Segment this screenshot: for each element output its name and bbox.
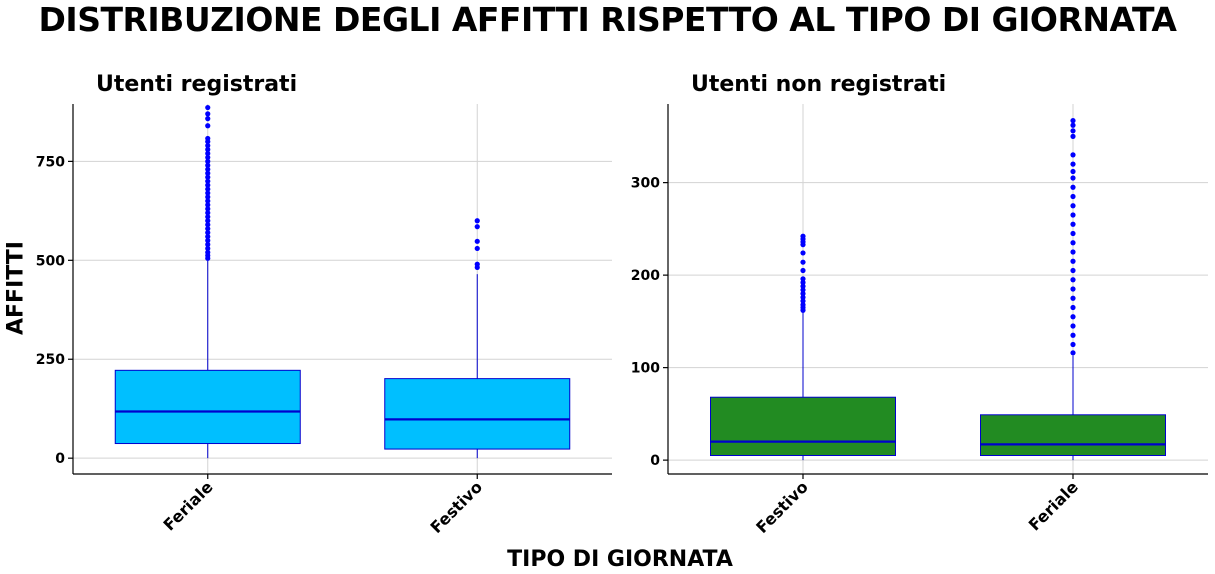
y-tick-label: 500 — [36, 253, 65, 269]
outlier-point — [205, 174, 211, 180]
outlier-point — [1070, 152, 1076, 158]
outlier-point — [800, 298, 806, 304]
outlier-point — [205, 182, 211, 188]
outlier-point — [1070, 128, 1076, 134]
outlier-point — [1070, 249, 1076, 255]
outlier-point — [205, 111, 211, 117]
outlier-point — [205, 210, 211, 216]
outlier-point — [474, 218, 480, 224]
outlier-point — [800, 287, 806, 293]
outlier-point — [1070, 184, 1076, 190]
outlier-point — [205, 222, 211, 228]
outlier-point — [1070, 277, 1076, 283]
outlier-point — [1070, 286, 1076, 292]
box-feriale-non-registrati — [980, 414, 1166, 456]
outlier-point — [205, 194, 211, 200]
outlier-point — [205, 198, 211, 204]
box-feriale-registrati — [114, 369, 301, 445]
outlier-point — [205, 166, 211, 172]
x-tick-label-feriale: Feriale — [160, 477, 217, 534]
box-festivo-non-registrati — [710, 396, 896, 457]
box-festivo-registrati — [384, 378, 571, 450]
outlier-point — [800, 233, 806, 239]
outlier-point — [1070, 230, 1076, 237]
outlier-point — [800, 259, 806, 265]
outlier-point — [1070, 295, 1076, 301]
x-tick-label-festivo: Festivo — [752, 477, 812, 537]
outlier-point — [800, 276, 806, 282]
outlier-point — [800, 302, 806, 308]
outlier-point — [205, 158, 211, 164]
y-tick-label: 300 — [631, 176, 660, 192]
x-tick-label-feriale: Feriale — [1025, 477, 1082, 534]
outlier-point — [205, 202, 211, 208]
outlier-point — [1070, 133, 1076, 139]
outlier-point — [800, 267, 806, 274]
x-axis-title: TIPO DI GIORNATA — [507, 547, 733, 572]
outlier-point — [205, 230, 211, 236]
outlier-point — [800, 283, 806, 289]
outlier-point — [474, 224, 480, 230]
y-tick-label: 0 — [650, 453, 660, 469]
y-tick-label: 100 — [631, 361, 660, 377]
outlier-point — [800, 294, 806, 300]
outlier-point — [205, 146, 211, 153]
outlier-point — [1070, 332, 1076, 338]
outlier-point — [205, 135, 211, 142]
outlier-point — [205, 249, 211, 255]
outlier-point — [205, 170, 211, 176]
outlier-point — [205, 245, 211, 252]
outlier-point — [1070, 118, 1076, 124]
y-tick-label: 250 — [36, 352, 65, 368]
outlier-point — [1070, 323, 1076, 329]
outlier-point — [1070, 221, 1076, 227]
outlier-point — [1070, 240, 1076, 246]
outlier-point — [1070, 212, 1076, 218]
outlier-point — [205, 190, 211, 196]
outlier-point — [800, 279, 806, 286]
outlier-point — [474, 245, 480, 252]
outlier-point — [1070, 175, 1076, 181]
panel-title-registrati: Utenti registrati — [96, 72, 297, 97]
outlier-point — [1070, 168, 1076, 175]
outlier-point — [205, 226, 211, 232]
outlier-point — [800, 250, 806, 256]
outlier-point — [1070, 341, 1076, 348]
outlier-point — [1070, 350, 1076, 356]
outlier-point — [205, 186, 211, 192]
outlier-point — [474, 238, 480, 244]
outlier-point — [205, 206, 211, 212]
outlier-point — [205, 154, 211, 161]
outlier-point — [205, 162, 211, 168]
outlier-point — [1070, 193, 1076, 200]
x-tick-label-festivo: Festivo — [427, 477, 487, 537]
outlier-point — [1070, 314, 1076, 320]
outlier-point — [1070, 122, 1076, 128]
chart-title: DISTRIBUZIONE DEGLI AFFITTI RISPETTO AL … — [38, 0, 1177, 39]
outlier-point — [205, 142, 211, 149]
outlier-point — [205, 214, 211, 220]
outlier-point — [205, 123, 211, 129]
outlier-point — [1070, 258, 1076, 264]
y-tick-label: 200 — [631, 268, 660, 284]
outlier-point — [205, 241, 211, 248]
outlier-point — [1070, 161, 1076, 167]
outlier-point — [205, 150, 211, 157]
panel-title-non-registrati: Utenti non registrati — [691, 72, 946, 97]
outlier-point — [205, 178, 211, 184]
y-tick-label: 750 — [36, 154, 65, 170]
y-tick-label: 0 — [55, 451, 65, 467]
outlier-point — [205, 233, 211, 240]
outlier-point — [474, 261, 480, 267]
outlier-point — [1070, 203, 1076, 209]
outlier-point — [205, 237, 211, 244]
outlier-point — [205, 116, 211, 122]
outlier-point — [205, 218, 211, 224]
outlier-point — [1070, 267, 1076, 274]
outlier-point — [1070, 304, 1076, 311]
outlier-point — [800, 291, 806, 297]
outlier-point — [205, 104, 211, 111]
